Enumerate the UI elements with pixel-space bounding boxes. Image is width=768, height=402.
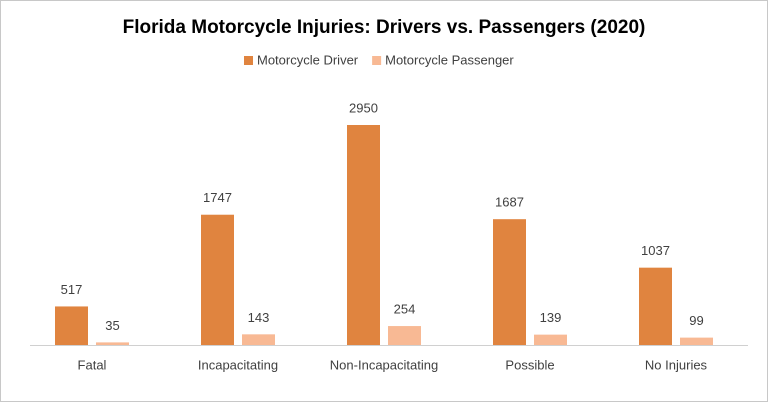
legend-label: Motorcycle Passenger bbox=[385, 52, 514, 67]
value-label: 517 bbox=[61, 282, 83, 297]
value-label: 2950 bbox=[349, 100, 378, 115]
bar bbox=[388, 326, 421, 345]
bar bbox=[534, 334, 567, 345]
value-label: 254 bbox=[394, 301, 416, 316]
bar bbox=[639, 267, 672, 345]
chart-title: Florida Motorcycle Injuries: Drivers vs.… bbox=[123, 17, 646, 38]
bar bbox=[201, 214, 234, 345]
legend-swatch bbox=[372, 56, 382, 65]
value-label: 1687 bbox=[495, 195, 524, 210]
bar bbox=[493, 219, 526, 345]
legend-label: Motorcycle Driver bbox=[257, 52, 359, 67]
x-tick-label: Fatal bbox=[78, 357, 107, 372]
x-tick-label: Non-Incapacitating bbox=[330, 357, 438, 372]
x-tick-label: Possible bbox=[505, 357, 554, 372]
bar bbox=[242, 334, 275, 345]
value-label: 35 bbox=[105, 318, 119, 333]
bar bbox=[55, 306, 88, 345]
value-label: 99 bbox=[689, 313, 703, 328]
value-label: 143 bbox=[248, 310, 270, 325]
x-tick-label: No Injuries bbox=[645, 357, 708, 372]
bar bbox=[96, 342, 129, 345]
value-label: 1747 bbox=[203, 190, 232, 205]
x-tick-label: Incapacitating bbox=[198, 357, 278, 372]
legend-swatch bbox=[244, 56, 253, 65]
bar bbox=[680, 337, 713, 345]
value-label: 139 bbox=[540, 310, 562, 325]
bar bbox=[347, 125, 380, 345]
value-label: 1037 bbox=[641, 243, 670, 258]
